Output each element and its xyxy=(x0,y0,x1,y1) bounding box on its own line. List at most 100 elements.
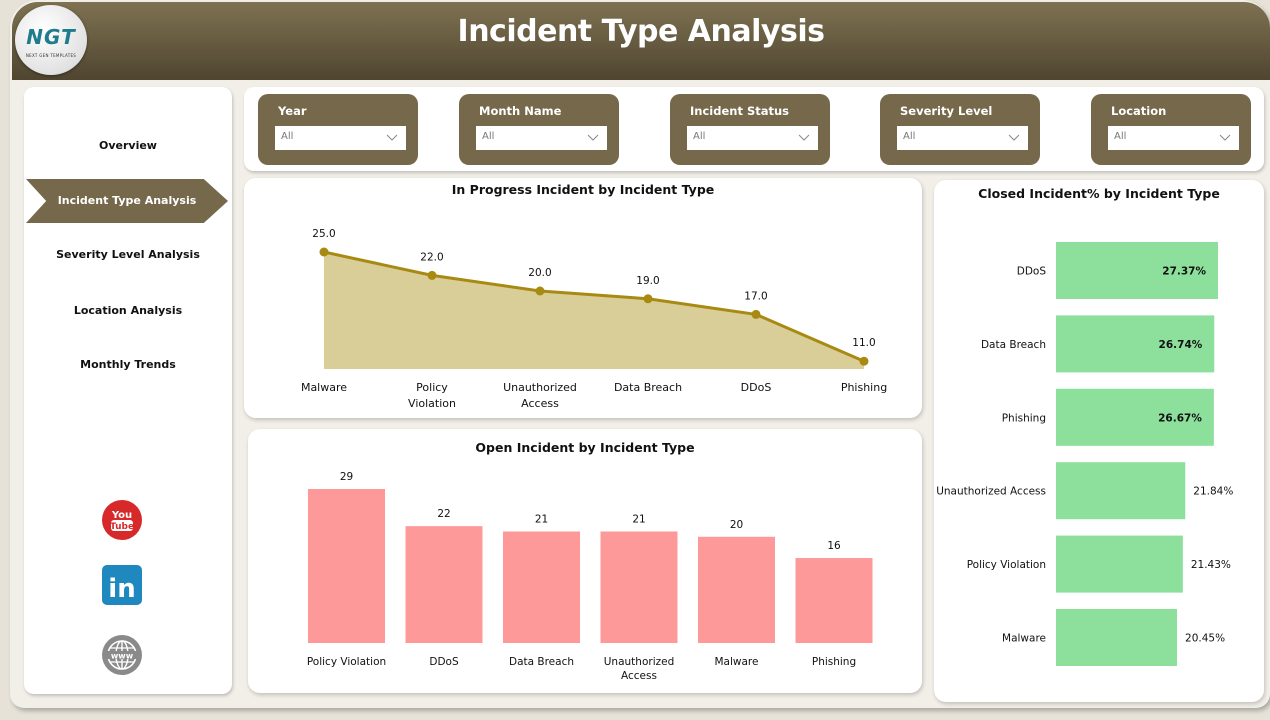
x-axis-label: Unauthorized xyxy=(503,381,577,394)
chevron-down-icon xyxy=(1008,134,1020,141)
data-point[interactable] xyxy=(319,247,329,257)
data-label: 26.74% xyxy=(1159,339,1203,351)
bar[interactable] xyxy=(308,489,385,643)
severity-level-dropdown-value: All xyxy=(903,131,916,142)
x-axis-label: Phishing xyxy=(841,381,887,394)
open-incident-chart-card: Open Incident by Incident Type 29 Policy … xyxy=(248,429,922,693)
bar[interactable] xyxy=(1056,609,1178,666)
header-bar: Incident Type Analysis xyxy=(12,2,1270,80)
year-filter-label: Year xyxy=(278,104,307,118)
in-progress-chart-title: In Progress Incident by Incident Type xyxy=(451,182,715,197)
month-name-filter-label: Month Name xyxy=(479,104,562,118)
data-label: 22 xyxy=(437,508,450,520)
sidebar-item-overview[interactable]: Overview xyxy=(99,139,157,152)
sidebar-item-incident-type-analysis[interactable]: Incident Type Analysis xyxy=(26,179,228,223)
data-label: 16 xyxy=(827,540,841,552)
chevron-down-icon xyxy=(798,134,810,141)
chevron-down-icon xyxy=(587,134,599,141)
year-filter: Year All xyxy=(258,94,418,165)
severity-level-filter: Severity Level All xyxy=(880,94,1040,165)
data-label: 21 xyxy=(632,513,645,525)
incident-status-dropdown[interactable]: All xyxy=(687,126,818,150)
sidebar-item-severity-level-analysis[interactable]: Severity Level Analysis xyxy=(56,248,200,261)
month-name-dropdown[interactable]: All xyxy=(476,126,607,150)
x-axis-label: Access xyxy=(521,397,559,410)
data-label: 20.45% xyxy=(1185,633,1225,645)
logo-text: NGT xyxy=(26,25,76,49)
website-text: www xyxy=(111,652,134,661)
x-axis-label: Malware xyxy=(301,381,347,394)
data-label: 26.67% xyxy=(1158,412,1202,424)
open-incident-bar-chart[interactable]: 29 Policy Violation 22 DDoS 21 Data Breach 21 U… xyxy=(248,429,922,693)
data-label: 19.0 xyxy=(636,275,659,287)
data-label: 29 xyxy=(340,471,353,483)
in-progress-chart-card: In Progress Incident by Incident Type 25… xyxy=(244,178,922,418)
x-axis-label: Policy Violation xyxy=(307,656,386,668)
bar[interactable] xyxy=(1056,242,1218,299)
chevron-down-icon xyxy=(1219,134,1231,141)
month-name-filter: Month Name All xyxy=(459,94,619,165)
year-dropdown-value: All xyxy=(281,131,294,142)
x-axis-label: Phishing xyxy=(812,656,856,668)
bar[interactable] xyxy=(1056,462,1186,520)
severity-level-dropdown[interactable]: All xyxy=(897,126,1028,150)
page-title: Incident Type Analysis xyxy=(457,14,825,49)
data-point[interactable] xyxy=(535,286,545,296)
youtube-text-top: You xyxy=(111,510,132,521)
in-progress-area-chart[interactable]: 25.0 Malware 22.0 Policy Violation 20.0 Unauth… xyxy=(244,178,922,418)
chevron-down-icon xyxy=(386,134,398,141)
location-filter: Location All xyxy=(1091,94,1251,165)
x-axis-label: Violation xyxy=(408,397,456,410)
open-incident-chart-title: Open Incident by Incident Type xyxy=(475,440,695,455)
location-dropdown-value: All xyxy=(1114,131,1127,142)
data-label: 25.0 xyxy=(312,228,335,240)
x-axis-label: DDoS xyxy=(429,656,459,668)
logo-subtext: NEXT GEN TEMPLATES xyxy=(25,53,77,58)
closed-incident-chart-card: Closed Incident% by Incident Type DDoS 27… xyxy=(934,180,1264,702)
x-axis-label: Data Breach xyxy=(614,381,682,394)
ngt-logo: NGT NEXT GEN TEMPLATES xyxy=(15,5,87,75)
bar[interactable] xyxy=(405,526,483,643)
data-point[interactable] xyxy=(859,356,869,366)
data-label: 21.43% xyxy=(1191,559,1231,571)
closed-incident-hbar-chart[interactable]: DDoS 27.37% Data Breach 26.74% Phishing 26.67… xyxy=(934,180,1264,702)
website-globe-icon[interactable]: www xyxy=(101,634,143,676)
y-axis-label: DDoS xyxy=(1017,266,1047,278)
bar[interactable] xyxy=(1056,388,1214,446)
bar[interactable] xyxy=(795,558,873,643)
bar[interactable] xyxy=(1056,535,1183,593)
data-label: 21 xyxy=(535,513,548,525)
data-label: 11.0 xyxy=(852,337,875,349)
x-axis-label: Policy xyxy=(416,381,448,394)
location-filter-label: Location xyxy=(1111,104,1167,118)
year-dropdown[interactable]: All xyxy=(275,126,406,150)
month-name-dropdown-value: All xyxy=(482,131,495,142)
bar[interactable] xyxy=(698,536,775,643)
incident-status-filter: Incident Status All xyxy=(670,94,830,165)
x-axis-label: Malware xyxy=(715,656,759,668)
y-axis-label: Policy Violation xyxy=(967,559,1046,571)
bar[interactable] xyxy=(503,531,580,643)
data-label: 27.37% xyxy=(1162,266,1206,278)
bar[interactable] xyxy=(1056,315,1215,373)
data-label: 20 xyxy=(730,519,743,531)
incident-status-dropdown-value: All xyxy=(693,131,706,142)
youtube-icon[interactable]: You Tube xyxy=(101,499,143,541)
x-axis-label: Unauthorized xyxy=(604,656,675,668)
data-point[interactable] xyxy=(427,270,437,280)
data-label: 20.0 xyxy=(528,267,551,279)
linkedin-icon[interactable]: in xyxy=(101,564,143,606)
data-point[interactable] xyxy=(751,309,761,319)
data-label: 21.84% xyxy=(1193,486,1233,498)
sidebar-item-monthly-trends[interactable]: Monthly Trends xyxy=(80,358,176,371)
location-dropdown[interactable]: All xyxy=(1108,126,1239,150)
incident-status-filter-label: Incident Status xyxy=(690,104,790,118)
sidebar-item-location-analysis[interactable]: Location Analysis xyxy=(73,304,183,317)
linkedin-text: in xyxy=(108,574,135,604)
y-axis-label: Phishing xyxy=(1002,412,1046,424)
bar[interactable] xyxy=(600,531,678,643)
data-point[interactable] xyxy=(643,294,653,304)
y-axis-label: Malware xyxy=(1002,633,1046,645)
filter-panel: Year All Month Name All Incident Status … xyxy=(244,87,1264,171)
x-axis-label: Access xyxy=(621,670,657,682)
